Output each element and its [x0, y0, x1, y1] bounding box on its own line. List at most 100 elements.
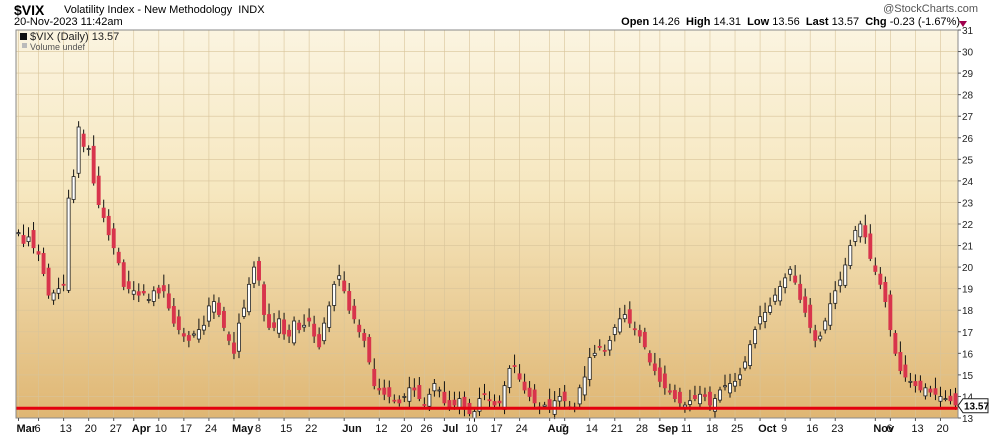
candle-body [823, 320, 828, 331]
candle-body [367, 336, 372, 363]
candle-body [703, 394, 707, 397]
candle-body [793, 275, 798, 283]
candle-body [753, 329, 758, 345]
candle-body [101, 207, 106, 218]
candle-body [597, 345, 602, 348]
candle-body [943, 398, 948, 401]
candle-body [277, 318, 282, 334]
candle-body [181, 333, 186, 337]
x-tick-label: Oct [758, 423, 777, 435]
chart-legend: $VIX (Daily) 13.57 Volume undef [20, 31, 119, 52]
candle-body [232, 342, 236, 354]
candle-body [783, 277, 788, 288]
legend-volume-label: Volume undef [30, 42, 86, 52]
candle-body [923, 387, 928, 397]
high-value: 14.31 [713, 16, 742, 28]
candle-body [71, 176, 76, 200]
x-tick-label: 6 [886, 423, 892, 435]
candle-body [878, 273, 883, 285]
y-tick-label: 28 [962, 91, 974, 102]
candle-body [637, 330, 642, 337]
candle-body [302, 324, 307, 328]
candle-body [347, 291, 352, 311]
candle-body [677, 391, 682, 404]
candle-body [557, 396, 562, 402]
candle-body [56, 288, 61, 294]
x-tick-label: 28 [636, 423, 648, 435]
x-tick-label: 17 [491, 423, 503, 435]
candle-body [873, 265, 878, 272]
candle-body [176, 316, 181, 331]
candle-body [191, 333, 196, 336]
y-tick-label: 25 [962, 155, 974, 166]
candle-body [282, 319, 287, 335]
x-tick-label: 20 [400, 423, 412, 435]
candle-body [838, 279, 843, 287]
candle-body [948, 395, 953, 402]
candle-body [587, 357, 592, 380]
x-tick-label: May [232, 423, 254, 435]
candle-body [482, 393, 487, 396]
x-tick-label: 13 [911, 423, 923, 435]
x-tick-label: 7 [561, 423, 567, 435]
candle-body [126, 281, 131, 290]
candle-body [151, 290, 156, 302]
candle-body [422, 404, 427, 406]
legend-swatch [20, 33, 27, 40]
x-tick-label: Nov [873, 423, 895, 435]
candle-body [582, 376, 587, 396]
high-label: High [686, 16, 711, 28]
candle-body [247, 283, 251, 313]
candle-body [362, 333, 367, 341]
candle-body [858, 223, 863, 238]
y-tick-label: 21 [962, 242, 974, 253]
candle-body [748, 344, 753, 366]
last-label: Last [805, 16, 829, 28]
x-tick-label: 8 [255, 423, 261, 435]
x-tick-label: 23 [831, 423, 843, 435]
candle-body [171, 306, 176, 324]
last-price-tag: 13.57 [957, 398, 989, 414]
x-tick-label: 17 [180, 423, 192, 435]
candle-body [372, 368, 377, 387]
y-tick-label: 17 [962, 328, 974, 339]
candle-body [672, 390, 677, 399]
candle-body [713, 398, 717, 412]
y-tick-label: 27 [962, 112, 974, 123]
x-tick-label: 6 [35, 423, 41, 435]
candle-body [267, 314, 271, 328]
candle-body [627, 309, 632, 324]
candle-body [327, 305, 332, 328]
x-tick-label: 26 [420, 423, 432, 435]
x-tick-label: 16 [806, 423, 818, 435]
candle-body [687, 400, 692, 405]
y-tick-label: 14 [962, 392, 974, 403]
open-value: 14.26 [652, 16, 680, 28]
candle-body [317, 334, 322, 348]
candle-body [61, 283, 66, 286]
candle-body [492, 401, 497, 406]
candle-body [682, 404, 687, 408]
candle-body [647, 353, 652, 363]
x-tick-label: 18 [706, 423, 718, 435]
candle-body [417, 385, 422, 399]
candle-body [186, 335, 191, 341]
candle-body [297, 322, 302, 331]
candle-body [928, 388, 933, 393]
candle-body [477, 398, 482, 412]
y-tick-label: 29 [962, 69, 974, 80]
candle-body [201, 324, 206, 331]
x-tick-label: 12 [375, 423, 387, 435]
legend-volume-swatch [22, 43, 27, 48]
candle-body [908, 380, 913, 383]
candle-body [257, 260, 261, 281]
candle-body [292, 320, 297, 344]
x-tick-label: 20 [936, 423, 948, 435]
candle-body [226, 334, 231, 341]
price-tag-label: 13.57 [964, 402, 989, 413]
y-tick-label: 31 [962, 26, 974, 37]
candle-body [652, 363, 657, 371]
candle-body [733, 380, 737, 387]
candle-body [237, 322, 241, 352]
